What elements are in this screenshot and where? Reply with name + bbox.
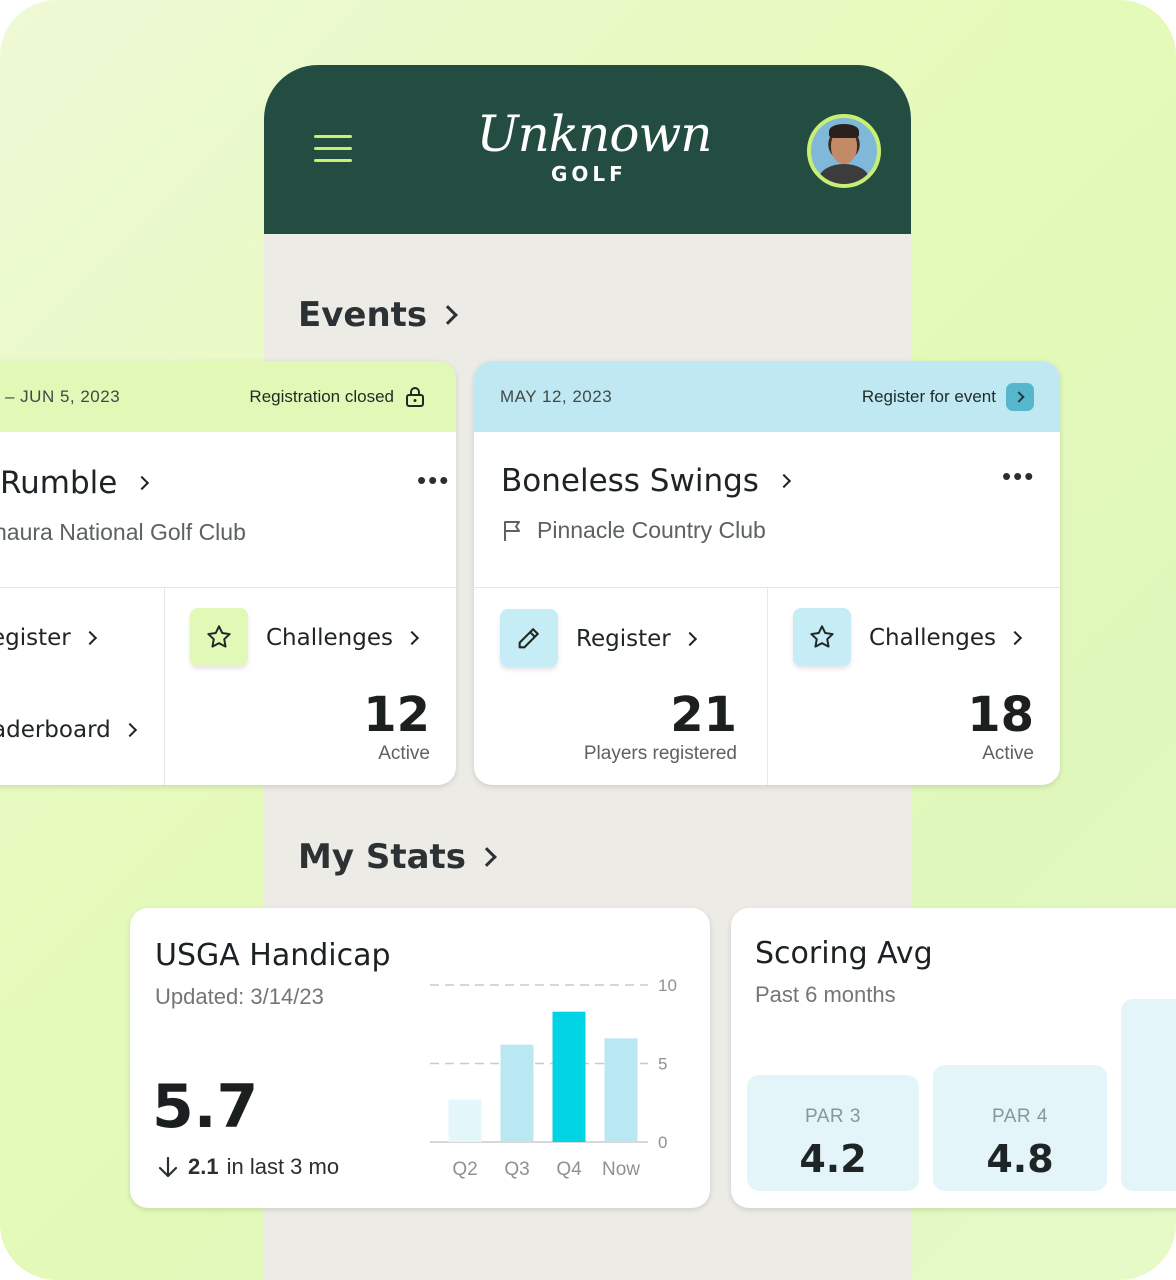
event-club: naura National Golf Club [0, 519, 246, 546]
event-club-name: naura National Golf Club [0, 519, 246, 545]
stats-section-title: My Stats [298, 837, 467, 877]
challenges-link[interactable]: Challenges [869, 625, 1023, 651]
chart-bar [604, 1038, 638, 1142]
pencil-icon [500, 609, 558, 667]
star-icon [190, 608, 248, 666]
handicap-updated: Updated: 3/14/23 [155, 984, 324, 1009]
chart-y-tick-label: 5 [658, 1055, 667, 1074]
handicap-value: 5.7 [152, 1072, 259, 1142]
chevron-right-icon [776, 473, 791, 489]
handicap-change-text: in last 3 mo [226, 1154, 340, 1179]
challenges-count: 18 [967, 687, 1034, 743]
more-options-icon[interactable]: ••• [1002, 461, 1036, 491]
register-label: egister [0, 625, 71, 651]
event-date: MAY 12, 2023 [500, 386, 613, 406]
event-name: Rumble [0, 465, 118, 501]
chevron-right-icon [135, 475, 150, 491]
register-label: Register [576, 626, 671, 652]
challenges-label: Challenges [869, 625, 996, 651]
challenges-sub: Active [982, 743, 1034, 764]
chart-bar [500, 1044, 534, 1142]
register-link[interactable]: egister [0, 625, 97, 651]
arrow-down-icon [158, 1156, 178, 1178]
stats-section-link[interactable]: My Stats [298, 837, 497, 877]
star-icon [793, 608, 851, 666]
scoring-avg-card[interactable]: Scoring Avg Past 6 months PAR 3 4.2 PAR … [731, 908, 1176, 1208]
challenges-count: 12 [363, 687, 430, 743]
event-club: Pinnacle Country Club [501, 517, 766, 544]
card-divider-vertical [164, 587, 165, 785]
flag-icon [504, 520, 520, 541]
chart-x-tick-label: Q2 [452, 1159, 477, 1180]
event-club-name: Pinnacle Country Club [537, 517, 766, 543]
card-divider-vertical [767, 587, 768, 785]
registration-status-text: Registration closed [249, 386, 394, 406]
par3-value: 4.2 [799, 1137, 867, 1181]
challenges-sub: Active [378, 743, 430, 764]
card-divider [0, 587, 456, 588]
chevron-right-icon [122, 722, 137, 738]
scoring-title: Scoring Avg [755, 936, 933, 971]
par3-box: PAR 3 4.2 [747, 1075, 919, 1191]
event-card-rumble: – JUN 5, 2023 Registration closed Rumble… [0, 361, 456, 785]
registered-count: 21 [670, 687, 737, 743]
events-section-link[interactable]: Events [298, 295, 459, 335]
chevron-right-icon [682, 631, 697, 647]
chart-bar [448, 1099, 482, 1142]
handicap-card[interactable]: USGA Handicap Updated: 3/14/23 5.7 2.1 i… [130, 908, 710, 1208]
chart-x-tick-label: Now [602, 1159, 640, 1180]
hamburger-menu-icon[interactable] [314, 135, 354, 165]
lock-icon [406, 386, 424, 407]
event-name: Boneless Swings [501, 463, 759, 499]
chevron-right-icon [477, 847, 497, 867]
chart-y-tick-label: 10 [658, 976, 677, 995]
challenges-link[interactable]: Challenges [266, 625, 420, 651]
chart-y-tick-label: 0 [658, 1133, 667, 1152]
handicap-title: USGA Handicap [155, 938, 391, 973]
chevron-right-icon [82, 630, 97, 646]
event-card-banner: – JUN 5, 2023 Registration closed [0, 361, 456, 432]
leaderboard-label: aderboard [0, 717, 111, 743]
app-header: Unknown GOLF [264, 65, 911, 234]
unknown-golf-logo: Unknown GOLF [464, 105, 714, 195]
user-avatar[interactable] [807, 114, 881, 188]
handicap-change: 2.1 in last 3 mo [156, 1154, 339, 1180]
chevron-right-icon [404, 630, 420, 646]
register-for-event-button[interactable]: Register for event [861, 382, 1034, 411]
handicap-change-value: 2.1 [188, 1154, 219, 1179]
par4-value: 4.8 [986, 1137, 1054, 1181]
arrow-right-icon[interactable] [1006, 382, 1034, 411]
chart-bar [552, 1011, 586, 1142]
par4-label: PAR 4 [991, 1106, 1048, 1127]
chevron-right-icon [1007, 630, 1023, 646]
event-name-link[interactable]: Rumble [0, 465, 150, 501]
registration-status: Registration closed [249, 386, 426, 408]
par3-label: PAR 3 [804, 1106, 861, 1127]
par5-box [1121, 999, 1176, 1191]
more-options-icon[interactable]: ••• [417, 465, 451, 495]
leaderboard-link[interactable]: aderboard [0, 717, 137, 743]
chart-x-tick-label: Q3 [504, 1159, 529, 1180]
event-name-link[interactable]: Boneless Swings [501, 463, 791, 499]
registered-sub: Players registered [583, 743, 737, 764]
register-for-event-label: Register for event [861, 386, 996, 406]
scoring-subtitle: Past 6 months [755, 982, 896, 1007]
register-link[interactable]: Register [576, 626, 697, 652]
event-card-banner: MAY 12, 2023 Register for event [474, 361, 1060, 432]
event-date: – JUN 5, 2023 [5, 386, 121, 406]
chevron-right-icon [438, 305, 459, 325]
event-card-boneless-swings: MAY 12, 2023 Register for event Boneless… [474, 361, 1060, 785]
events-section-title: Events [298, 295, 428, 335]
par4-box: PAR 4 4.8 [933, 1065, 1107, 1191]
chart-x-tick-label: Q4 [556, 1159, 582, 1180]
logo-script-text: Unknown [476, 105, 713, 163]
challenges-label: Challenges [266, 625, 393, 651]
handicap-bar-chart: 10 5 0 Q2 Q3 Q4 Now [430, 976, 677, 1180]
logo-word-text: GOLF [551, 162, 627, 186]
